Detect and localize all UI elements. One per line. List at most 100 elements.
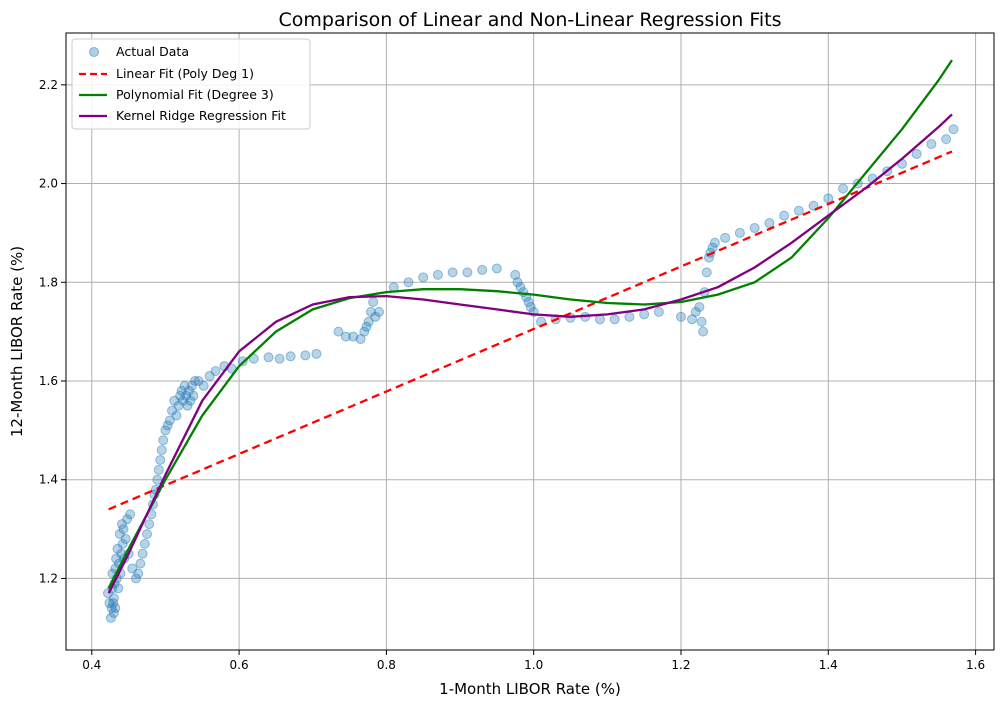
y-tick-label: 1.6	[39, 374, 58, 388]
x-tick-label: 1.4	[819, 658, 838, 672]
data-point	[361, 321, 372, 332]
data-point	[186, 380, 197, 391]
data-point	[133, 568, 144, 579]
fit-lines	[107, 59, 953, 594]
linear-fit-line	[108, 150, 953, 511]
data-point	[359, 326, 370, 337]
data-point	[368, 297, 379, 308]
data-point	[160, 425, 171, 436]
y-axis-label: 12-Month LIBOR Rate (%)	[8, 246, 26, 437]
data-point	[491, 263, 502, 274]
data-point	[152, 474, 163, 485]
data-point	[418, 272, 429, 283]
data-point	[156, 445, 167, 456]
legend: Actual Data Linear Fit (Poly Deg 1) Poly…	[71, 38, 311, 130]
data-point	[155, 454, 166, 465]
data-point	[403, 277, 414, 288]
x-axis-ticks: 0.4 0.6 0.8 1.0 1.2 1.4 1.6	[82, 650, 985, 672]
data-point	[374, 306, 385, 317]
data-point	[793, 205, 804, 216]
data-point	[108, 598, 119, 609]
data-point	[749, 222, 760, 233]
data-point	[926, 139, 937, 150]
scatter-points	[102, 124, 959, 623]
data-point	[639, 309, 650, 320]
data-point	[179, 380, 190, 391]
data-point	[285, 351, 296, 362]
data-point	[175, 390, 186, 401]
data-point	[523, 297, 534, 308]
data-point	[525, 301, 536, 312]
data-point	[696, 316, 707, 327]
data-point	[941, 134, 952, 145]
data-point	[112, 543, 123, 554]
data-point	[694, 301, 705, 312]
data-point	[311, 348, 322, 359]
x-tick-label: 0.8	[377, 658, 396, 672]
data-point	[182, 400, 193, 411]
legend-label-kernel-ridge-fit: Kernel Ridge Regression Fit	[116, 108, 286, 123]
data-point	[135, 558, 146, 569]
data-point	[178, 395, 189, 406]
grid-lines	[66, 33, 994, 650]
data-point	[173, 400, 184, 411]
data-point	[171, 410, 182, 421]
legend-label-linear-fit: Linear Fit (Poly Deg 1)	[116, 66, 254, 81]
legend-marker-actual-data	[89, 47, 99, 57]
data-point	[653, 306, 664, 317]
data-point	[263, 352, 274, 363]
y-tick-label: 1.4	[39, 473, 58, 487]
data-point	[185, 395, 196, 406]
data-point	[274, 353, 285, 364]
data-point	[110, 603, 121, 614]
data-point	[188, 390, 199, 401]
data-point	[158, 435, 169, 446]
data-point	[764, 218, 775, 229]
data-point	[153, 464, 164, 475]
data-point	[690, 306, 701, 317]
legend-label-actual-data: Actual Data	[116, 44, 189, 59]
data-point	[720, 232, 731, 243]
data-point	[105, 612, 116, 623]
data-point	[808, 200, 819, 211]
data-point	[911, 148, 922, 159]
data-point	[687, 314, 698, 325]
data-point	[779, 210, 790, 221]
data-point	[104, 598, 115, 609]
data-point	[698, 326, 709, 337]
data-point	[108, 593, 119, 604]
data-point	[116, 519, 127, 530]
data-point	[355, 334, 366, 345]
polynomial-fit-line	[107, 59, 953, 589]
data-point	[181, 390, 192, 401]
data-point	[125, 509, 136, 520]
data-point	[127, 563, 138, 574]
data-point	[169, 395, 180, 406]
data-point	[193, 375, 204, 386]
data-point	[462, 267, 473, 278]
data-point	[948, 124, 959, 135]
data-point	[340, 331, 351, 342]
data-point	[703, 252, 714, 263]
x-axis-label: 1-Month LIBOR Rate (%)	[439, 680, 621, 698]
data-point	[162, 420, 173, 431]
data-point	[111, 553, 122, 564]
data-point	[432, 269, 443, 280]
legend-label-polynomial-fit: Polynomial Fit (Degree 3)	[116, 87, 274, 102]
data-point	[106, 603, 117, 614]
y-tick-label: 1.8	[39, 275, 58, 289]
data-point	[130, 573, 141, 584]
y-tick-label: 1.2	[39, 571, 58, 585]
data-point	[210, 366, 221, 377]
kernel-ridge-fit-line	[107, 113, 953, 594]
data-point	[363, 316, 374, 327]
data-point	[113, 583, 124, 594]
data-point	[365, 306, 376, 317]
data-point	[189, 375, 200, 386]
legend-box	[71, 38, 311, 130]
data-point	[701, 267, 712, 278]
data-point	[120, 533, 131, 544]
data-point	[370, 311, 381, 322]
data-point	[348, 331, 359, 342]
